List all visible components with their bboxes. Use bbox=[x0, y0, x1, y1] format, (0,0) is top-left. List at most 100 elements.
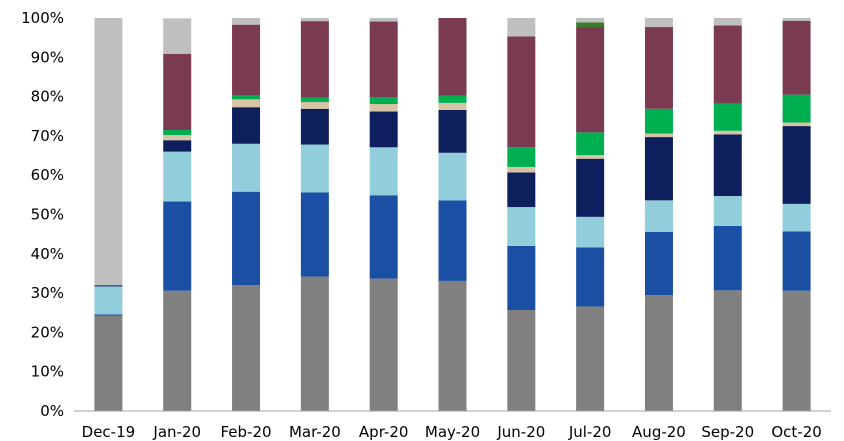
bar-segment bbox=[644, 231, 673, 296]
bar-segment bbox=[232, 107, 261, 144]
bar-segment bbox=[507, 309, 536, 411]
bar-segment bbox=[507, 166, 536, 173]
bar-segment bbox=[438, 109, 467, 153]
bar-segment bbox=[644, 295, 673, 411]
bar-segment bbox=[300, 97, 329, 103]
bar-segment bbox=[369, 18, 398, 22]
bar-segment bbox=[300, 18, 329, 22]
y-tick-label: 90% bbox=[31, 48, 64, 66]
bar-segment bbox=[438, 280, 467, 411]
bar-segment bbox=[232, 18, 261, 25]
bar-segment bbox=[300, 192, 329, 277]
bar-segment bbox=[94, 314, 123, 316]
bar-segment bbox=[94, 286, 123, 315]
bar-segment bbox=[438, 95, 467, 103]
bar-segment bbox=[713, 196, 742, 226]
bar-segment bbox=[507, 207, 536, 246]
bar-segment bbox=[782, 20, 811, 95]
bar-segment bbox=[782, 122, 811, 127]
y-tick-label: 30% bbox=[31, 284, 64, 302]
y-tick-label: 70% bbox=[31, 127, 64, 145]
bar-segment bbox=[369, 96, 398, 105]
bar-segment bbox=[576, 216, 605, 248]
y-tick-label: 50% bbox=[31, 206, 64, 224]
y-tick-label: 60% bbox=[31, 166, 64, 184]
bar-segment bbox=[300, 21, 329, 98]
bar-segment bbox=[300, 102, 329, 109]
bar-segment bbox=[163, 140, 192, 152]
bar-segment bbox=[438, 102, 467, 110]
bar-segment bbox=[644, 108, 673, 134]
bar-segment bbox=[713, 290, 742, 411]
y-tick-label: 10% bbox=[31, 363, 64, 381]
bar-segment bbox=[713, 103, 742, 131]
bar-segment bbox=[644, 18, 673, 28]
x-tick-label: Dec-19 bbox=[82, 423, 136, 441]
bar-segment bbox=[163, 53, 192, 131]
x-tick-label: Sep-20 bbox=[701, 423, 754, 441]
x-tick-label: May-20 bbox=[425, 423, 480, 441]
bar-segment bbox=[232, 143, 261, 192]
bar-segment bbox=[782, 94, 811, 123]
bar-segment bbox=[644, 27, 673, 109]
bar-segment bbox=[507, 147, 536, 167]
bar-segment bbox=[782, 231, 811, 291]
y-tick-label: 80% bbox=[31, 88, 64, 106]
bar-segment bbox=[713, 25, 742, 104]
bar-segment bbox=[507, 36, 536, 148]
y-tick-label: 0% bbox=[40, 402, 64, 420]
bar-segment bbox=[713, 225, 742, 291]
bar-segment bbox=[576, 22, 605, 28]
bar-segment bbox=[782, 290, 811, 411]
y-axis: 0% 10% 20% 30% 40% 50% 60% 70% 80% 90% 100% bbox=[21, 9, 64, 420]
bar-segment bbox=[232, 99, 261, 108]
bar-segment bbox=[369, 111, 398, 148]
x-tick-label: Apr-20 bbox=[359, 423, 409, 441]
bar-segment bbox=[438, 18, 467, 96]
bar-segment bbox=[644, 133, 673, 138]
bar-segment bbox=[369, 147, 398, 196]
bar-segment bbox=[163, 130, 192, 136]
bar-segment bbox=[576, 158, 605, 217]
bar-segment bbox=[507, 172, 536, 208]
bar-segment bbox=[163, 18, 192, 54]
bar-segment bbox=[163, 151, 192, 202]
bar-segment bbox=[782, 126, 811, 204]
bar-segment bbox=[644, 137, 673, 201]
bar-segment bbox=[300, 108, 329, 145]
bar-segment bbox=[94, 285, 123, 287]
y-tick-label: 20% bbox=[31, 323, 64, 341]
bar-segment bbox=[163, 201, 192, 291]
bar-segment bbox=[438, 200, 467, 281]
bar-segment bbox=[369, 278, 398, 411]
x-tick-label: Feb-20 bbox=[221, 423, 272, 441]
bar-segment bbox=[713, 130, 742, 135]
bar-segment bbox=[576, 132, 605, 156]
bar-segment bbox=[232, 95, 261, 100]
bar-segment bbox=[644, 200, 673, 232]
bar-segment bbox=[576, 155, 605, 159]
bar-segment bbox=[507, 18, 536, 37]
y-tick-label: 40% bbox=[31, 245, 64, 263]
x-axis-labels: Dec-19 Jan-20 Feb-20 Mar-20 Apr-20 May-20 Jun-… bbox=[82, 423, 822, 441]
bar-segment bbox=[576, 306, 605, 411]
x-tick-label: Jun-20 bbox=[496, 423, 545, 441]
bar-segment bbox=[163, 135, 192, 141]
bar-segment bbox=[94, 315, 123, 411]
bar-segment bbox=[507, 245, 536, 310]
bar-segment bbox=[576, 27, 605, 133]
bars bbox=[94, 18, 811, 411]
x-tick-label: Jul-20 bbox=[568, 423, 612, 441]
x-tick-label: Oct-20 bbox=[771, 423, 821, 441]
bar-segment bbox=[300, 144, 329, 193]
bar-segment bbox=[94, 18, 123, 286]
bar-segment bbox=[232, 24, 261, 96]
bar-segment bbox=[369, 104, 398, 112]
bar-segment bbox=[713, 18, 742, 26]
bar-segment bbox=[438, 152, 467, 201]
bar-segment bbox=[782, 203, 811, 232]
bar-segment bbox=[232, 191, 261, 286]
bar-segment bbox=[300, 276, 329, 411]
bar-segment bbox=[782, 18, 811, 21]
